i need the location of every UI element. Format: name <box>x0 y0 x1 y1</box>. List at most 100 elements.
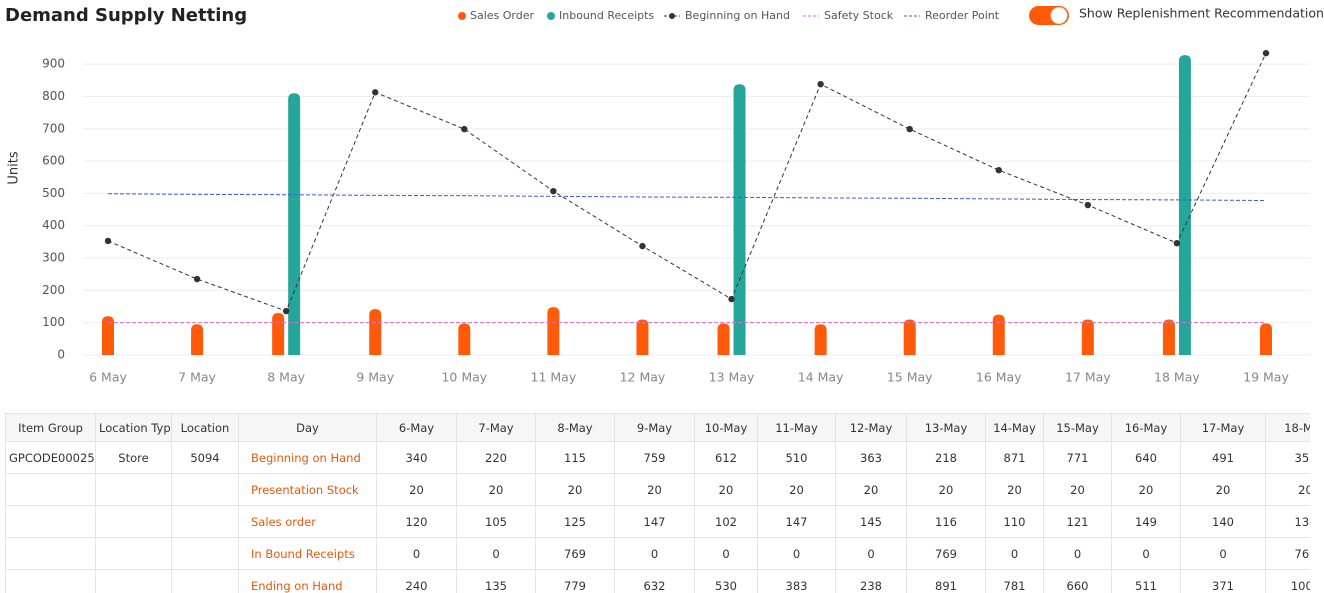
x-tick-label: 9 May <box>356 370 394 385</box>
cell: 20 <box>835 473 907 506</box>
day-label: Presentation Stock <box>238 473 377 506</box>
x-tick-label: 15 May <box>887 370 933 385</box>
cell: Store <box>95 441 172 474</box>
point <box>1173 239 1181 247</box>
y-tick-label: 400 <box>42 218 65 232</box>
point <box>104 237 112 245</box>
cell: 238 <box>835 569 907 593</box>
cell: GPCODE00025 <box>5 441 96 474</box>
point <box>282 307 290 315</box>
header-row: Item Group Location Type Location Day 6-May 7… <box>5 413 1310 442</box>
column-header: 12-May <box>835 413 907 442</box>
cell: 340 <box>376 441 457 474</box>
table-row: GPCODE00025 Store 5094 Beginning on Hand 340… <box>5 441 1310 474</box>
legend-swatch <box>458 12 466 20</box>
cell: 769 <box>906 537 986 570</box>
column-header: 17-May <box>1180 413 1266 442</box>
cell: 220 <box>456 441 536 474</box>
column-header: 8-May <box>535 413 615 442</box>
table-container: Item Group Location Type Location Day 6-May 7… <box>5 413 1310 593</box>
column-header: 9-May <box>614 413 695 442</box>
point <box>461 125 468 133</box>
table-row: Presentation Stock 20 20 20 20 20 20 20 20 20 20 20… <box>5 473 1310 506</box>
cell: 0 <box>1043 537 1112 570</box>
cell: 0 <box>376 537 457 570</box>
cell: 0 <box>456 537 536 570</box>
y-tick-label: 500 <box>42 186 65 200</box>
legend-label: Sales Order <box>470 9 535 22</box>
table-row: Ending on Hand 240 135 779 632 530 383 238 891 78… <box>5 569 1310 593</box>
cell: 20 <box>1180 473 1266 506</box>
y-axis-label: Units <box>7 151 22 184</box>
cell: 771 <box>1043 441 1112 474</box>
y-tick-label: 800 <box>42 89 65 103</box>
cell: 769 <box>535 537 615 570</box>
cell: 612 <box>694 441 758 474</box>
cell: 0 <box>1180 537 1266 570</box>
y-tick-label: 600 <box>42 154 65 168</box>
bar <box>102 316 114 355</box>
title: Demand Supply Netting <box>5 5 247 26</box>
y-tick-label: 0 <box>57 348 65 362</box>
point <box>817 80 824 88</box>
bar <box>814 324 827 355</box>
column-header: 6-May <box>376 413 457 442</box>
x-tick-label: 10 May <box>441 370 487 385</box>
legend-swatch <box>547 12 555 20</box>
cell: 871 <box>985 441 1044 474</box>
cell: 20 <box>1111 473 1181 506</box>
column-header: 15-May <box>1043 413 1112 442</box>
point <box>906 125 913 133</box>
cell <box>95 569 172 593</box>
cell: 363 <box>835 441 907 474</box>
toggle[interactable] <box>1029 6 1069 25</box>
x-tick-label: 6 May <box>89 370 127 385</box>
x-tick-label: 12 May <box>620 370 666 385</box>
toggle-knob[interactable] <box>1050 7 1068 24</box>
day-label: Sales order <box>238 505 377 538</box>
bar <box>458 323 471 355</box>
bar <box>733 84 746 355</box>
cell: 20 <box>757 473 836 506</box>
column-header: Item Group <box>5 413 96 442</box>
cell: 110 <box>985 505 1044 538</box>
cell: 1008 <box>1265 569 1310 593</box>
x-tick-label: 8 May <box>267 370 305 385</box>
day-label: Beginning on Hand <box>238 441 377 474</box>
cell <box>5 505 96 538</box>
legend-label: Reorder Point <box>925 9 1000 22</box>
cell: 491 <box>1180 441 1266 474</box>
cell: 218 <box>906 441 986 474</box>
cell: 140 <box>1180 505 1266 538</box>
column-header: 13-May <box>906 413 986 442</box>
cell <box>5 537 96 570</box>
legend-swatch <box>669 13 675 19</box>
cell: 0 <box>835 537 907 570</box>
cell: 20 <box>906 473 986 506</box>
cell: 116 <box>906 505 986 538</box>
legend-label: Safety Stock <box>824 9 894 22</box>
cell <box>171 537 239 570</box>
point <box>728 295 735 303</box>
toggle-label: Show Replenishment Recommendations <box>1079 6 1324 21</box>
cell: 145 <box>835 505 907 538</box>
cell <box>171 505 239 538</box>
x-tick-label: 18 May <box>1154 370 1200 385</box>
bar <box>1081 319 1094 355</box>
cell: 779 <box>535 569 615 593</box>
column-header: 7-May <box>456 413 536 442</box>
cell: 102 <box>694 505 758 538</box>
cell: 20 <box>1265 473 1310 506</box>
column-header: 10-May <box>694 413 758 442</box>
bar <box>717 323 730 355</box>
cell: 20 <box>535 473 615 506</box>
day-label: In Bound Receipts <box>238 537 377 570</box>
line <box>107 52 1267 312</box>
bar <box>369 309 382 355</box>
threshold-line <box>107 193 1267 202</box>
column-header: 14-May <box>985 413 1044 442</box>
legend-label: Beginning on Hand <box>685 9 790 22</box>
cell: 20 <box>614 473 695 506</box>
cell: 781 <box>985 569 1044 593</box>
